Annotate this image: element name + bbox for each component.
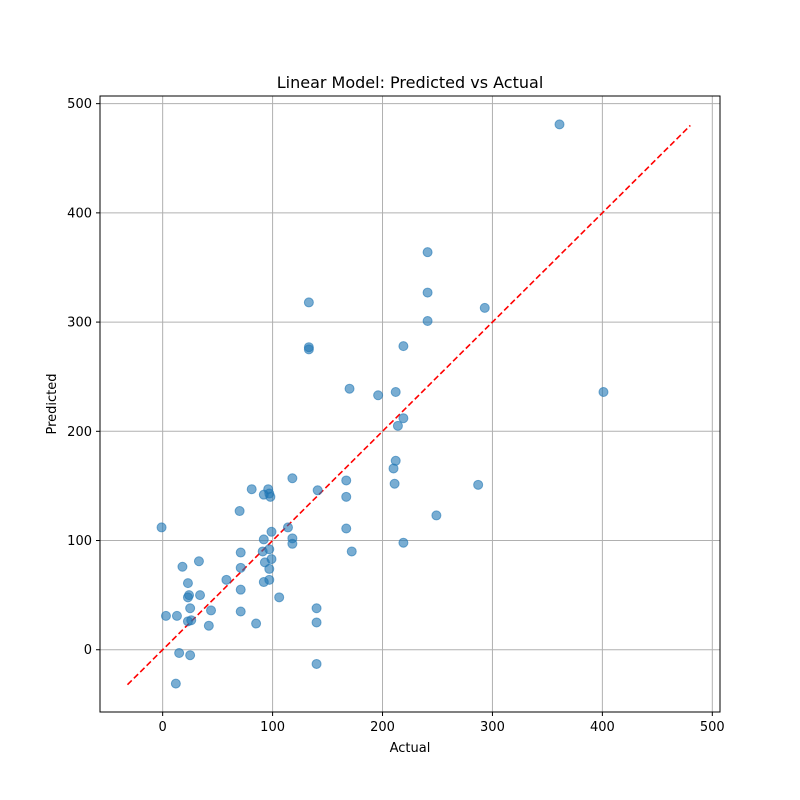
reference-line-group: [126, 124, 691, 686]
data-point: [422, 287, 433, 298]
chart-title: Linear Model: Predicted vs Actual: [277, 73, 544, 92]
data-point: [258, 577, 269, 588]
data-point: [303, 344, 314, 355]
reference-line: [126, 124, 691, 686]
x-axis-label: Actual: [390, 741, 431, 756]
plot-frame: [99, 95, 721, 713]
data-point: [479, 302, 490, 313]
data-point: [235, 562, 246, 573]
x-tick-label: 200: [370, 720, 395, 735]
data-point: [398, 537, 409, 548]
grid: [100, 96, 720, 712]
data-point: [235, 547, 246, 558]
data-point: [341, 491, 352, 502]
data-point: [246, 484, 257, 495]
data-point: [373, 390, 384, 401]
data-point: [193, 556, 204, 567]
data-point: [303, 297, 314, 308]
data-point: [341, 523, 352, 534]
y-tick-label: 200: [67, 425, 92, 440]
data-point: [598, 386, 609, 397]
data-point: [182, 578, 193, 589]
data-point: [554, 119, 565, 130]
axis-ticks: 0 100 200 300 400 500 0 100 200 300 400 500: [67, 97, 725, 735]
y-tick-label: 300: [67, 316, 92, 331]
data-point: [311, 603, 322, 614]
x-tick-label: 500: [700, 720, 725, 735]
data-point: [312, 485, 323, 496]
data-point: [156, 522, 167, 533]
data-point: [422, 315, 433, 326]
data-point: [185, 650, 196, 661]
data-point: [170, 678, 181, 689]
data-point: [206, 605, 217, 616]
y-axis-label: Predicted: [45, 373, 60, 434]
data-point: [264, 563, 275, 574]
x-tick-label: 0: [159, 720, 167, 735]
data-point: [344, 383, 355, 394]
data-point: [287, 473, 298, 484]
y-tick-label: 500: [67, 97, 92, 112]
data-point: [341, 475, 352, 486]
data-points: [156, 119, 609, 689]
data-point: [282, 522, 293, 533]
data-point: [346, 546, 357, 557]
data-point: [234, 506, 245, 517]
data-point: [235, 584, 246, 595]
data-point: [171, 610, 182, 621]
data-point: [174, 648, 185, 659]
data-point: [251, 618, 262, 629]
data-point: [398, 413, 409, 424]
data-point: [422, 247, 433, 258]
data-point: [311, 617, 322, 628]
data-point: [235, 606, 246, 617]
data-point: [177, 561, 188, 572]
data-point: [398, 341, 409, 352]
data-point: [388, 463, 399, 474]
data-point: [265, 491, 276, 502]
data-point: [473, 479, 484, 490]
data-point: [274, 592, 285, 603]
data-point: [258, 534, 269, 545]
data-point: [287, 538, 298, 549]
data-point: [392, 420, 403, 431]
y-tick-label: 100: [67, 534, 92, 549]
data-point: [311, 658, 322, 669]
y-tick-label: 400: [67, 206, 92, 221]
data-point: [257, 546, 268, 557]
data-point: [182, 616, 193, 627]
data-point: [182, 592, 193, 603]
x-tick-label: 300: [480, 720, 505, 735]
y-tick-label: 0: [84, 643, 92, 658]
data-point: [390, 386, 401, 397]
data-point: [221, 574, 232, 585]
data-point: [431, 510, 442, 521]
data-point: [185, 603, 196, 614]
data-point: [266, 526, 277, 537]
data-point: [203, 620, 214, 631]
data-point: [389, 478, 400, 489]
data-point: [195, 590, 206, 601]
x-tick-label: 100: [260, 720, 285, 735]
x-tick-label: 400: [590, 720, 615, 735]
data-point: [160, 610, 171, 621]
